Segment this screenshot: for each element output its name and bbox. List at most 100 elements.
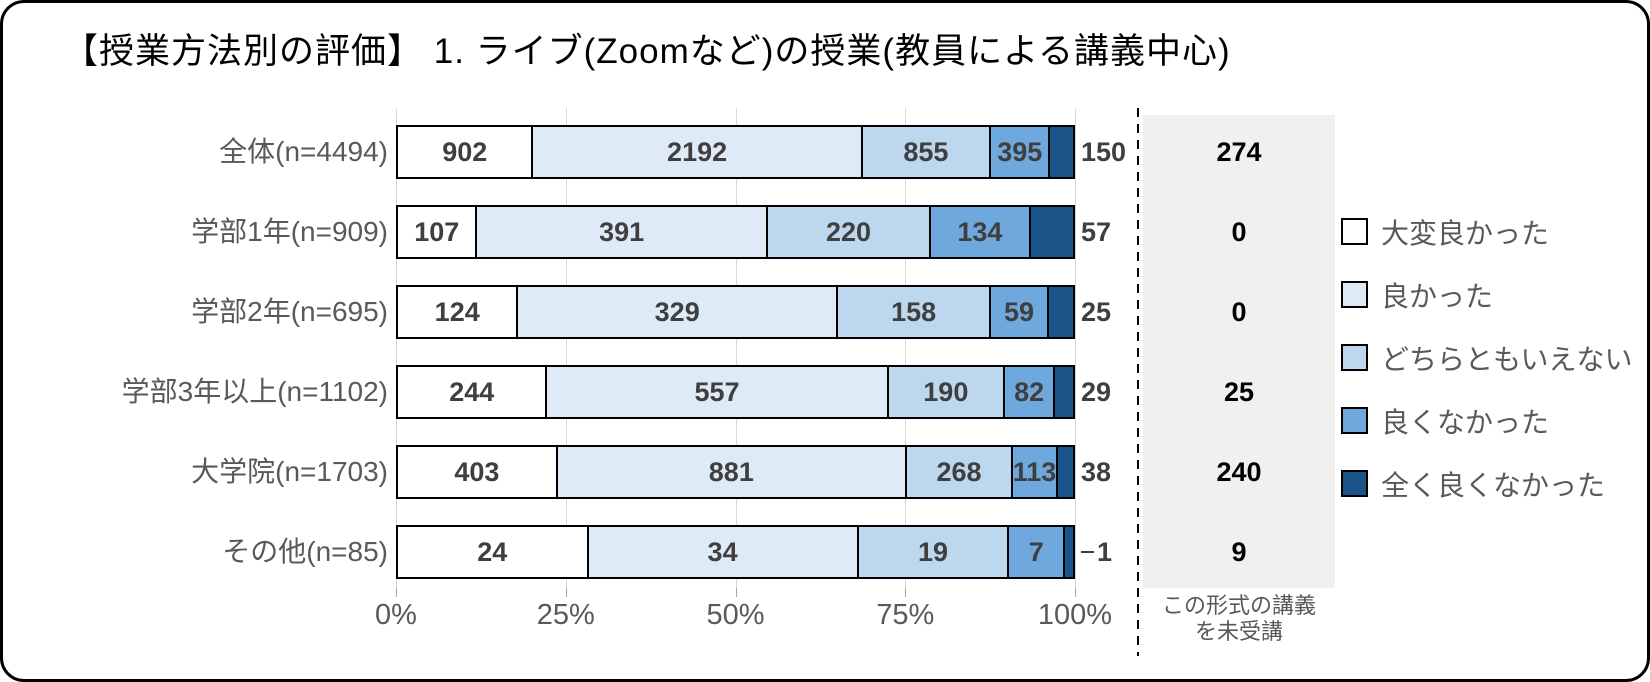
outside-value: 1 <box>1097 536 1113 567</box>
bar-segment: 220 <box>767 207 932 257</box>
segment-value-label: 557 <box>694 376 740 407</box>
not-attended-value: 25 <box>1223 377 1255 407</box>
segment-value-label: 881 <box>708 456 754 487</box>
bar-segment: 395 <box>991 127 1051 177</box>
segment-value-label-outside: 38 <box>1081 445 1111 499</box>
segment-value-label: 59 <box>1004 296 1035 327</box>
not-attended-value: 0 <box>1231 217 1247 247</box>
segment-value-label: 190 <box>923 376 969 407</box>
outside-value: 38 <box>1081 456 1112 487</box>
legend-swatch <box>1341 281 1368 308</box>
legend-item: 良くなかった <box>1341 389 1549 452</box>
gridline <box>735 108 737 588</box>
not-attended-value: 240 <box>1216 457 1262 487</box>
not-attended-caption-line2: を未受講 <box>1194 619 1283 644</box>
row-label: 学部1年(n=909) <box>191 216 388 247</box>
segment-value-label: 2192 <box>667 136 728 167</box>
bar-segment: 557 <box>547 367 889 417</box>
segment-value-label-outside: 25 <box>1081 285 1111 339</box>
bar-segment: 82 <box>1005 367 1056 417</box>
legend-item: 大変良かった <box>1341 200 1549 263</box>
segment-value-label: 107 <box>414 216 460 247</box>
bar-segment <box>1055 367 1073 417</box>
segment-value-label-outside: 29 <box>1081 365 1111 419</box>
bar-segment: 244 <box>398 367 548 417</box>
x-axis-tick <box>565 588 567 597</box>
segment-value-label-outside: 150 <box>1081 125 1126 179</box>
stacked-bar-chart: 全体(n=4494) 902 2192 855 395 150 274 学部1年(n=909)… <box>3 3 1647 679</box>
legend-item: 良かった <box>1341 263 1493 326</box>
leader-line <box>1081 551 1094 553</box>
row-label: 学部2年(n=695) <box>191 296 388 327</box>
legend-swatch <box>1341 344 1368 371</box>
legend-label: 全く良くなかった <box>1381 469 1606 501</box>
segment-value-label: 244 <box>449 376 495 407</box>
not-attended-value: 274 <box>1216 137 1262 167</box>
segment-value-label: 19 <box>917 536 949 567</box>
row-label: その他(n=85) <box>222 536 388 567</box>
bar-row: 403 881 268 113 <box>396 445 1075 499</box>
segment-value-label: 395 <box>997 136 1043 167</box>
not-attended-caption: この形式の講義 を未受講 <box>1139 593 1339 645</box>
x-axis-label: 50% <box>706 599 765 631</box>
bar-segment: 34 <box>588 527 859 577</box>
bar-segment: 403 <box>398 447 558 497</box>
not-attended-panel <box>1143 115 1335 588</box>
legend-swatch <box>1341 407 1368 434</box>
segment-value-label: 124 <box>434 296 480 327</box>
bar-segment: 124 <box>398 287 519 337</box>
x-axis-label: 0% <box>375 599 417 631</box>
not-attended-caption-line1: この形式の講義 <box>1161 593 1316 618</box>
legend-swatch <box>1341 470 1368 497</box>
bar-segment: 7 <box>1009 527 1066 577</box>
bar-segment <box>1057 447 1073 497</box>
bar-row: 24 34 19 7 <box>396 525 1075 579</box>
bar-segment: 902 <box>398 127 534 177</box>
bar-segment: 107 <box>398 207 478 257</box>
bar-segment <box>1050 127 1073 177</box>
divider-dashed-line <box>1137 108 1139 656</box>
bar-segment <box>1065 527 1073 577</box>
x-axis-tick <box>1075 588 1076 597</box>
legend-swatch <box>1341 218 1368 245</box>
segment-value-label: 391 <box>599 216 645 247</box>
legend-label: 良かった <box>1381 280 1494 312</box>
segment-value-label: 34 <box>707 536 738 567</box>
bar-segment <box>1048 287 1073 337</box>
segment-value-label: 134 <box>957 216 1003 247</box>
segment-value-label: 113 <box>1012 456 1057 487</box>
segment-value-label-outside: 57 <box>1081 205 1111 259</box>
bar-row: 902 2192 855 395 <box>396 125 1075 179</box>
bar-segment: 881 <box>557 447 907 497</box>
outside-value: 150 <box>1081 136 1127 167</box>
segment-value-label-outside: 1 <box>1081 525 1112 579</box>
segment-value-label: 7 <box>1028 536 1044 567</box>
bar-segment: 113 <box>1013 447 1058 497</box>
segment-value-label: 329 <box>654 296 700 327</box>
segment-value-label: 855 <box>903 136 949 167</box>
legend-label: 大変良かった <box>1381 217 1550 249</box>
segment-value-label: 82 <box>1014 376 1045 407</box>
bar-segment: 59 <box>991 287 1049 337</box>
legend-label: どちらともいえない <box>1381 343 1633 375</box>
row-label: 大学院(n=1703) <box>191 456 388 487</box>
row-label: 全体(n=4494) <box>219 136 388 167</box>
outside-value: 29 <box>1081 376 1112 407</box>
gridline <box>1075 108 1076 588</box>
bar-segment: 391 <box>477 207 768 257</box>
outside-value: 57 <box>1081 216 1112 247</box>
x-axis-label: 75% <box>876 599 935 631</box>
segment-value-label: 902 <box>442 136 488 167</box>
bar-row: 124 329 158 59 <box>396 285 1075 339</box>
bar-segment: 134 <box>931 207 1031 257</box>
bar-segment: 268 <box>906 447 1014 497</box>
gridline <box>905 108 907 588</box>
bar-segment: 190 <box>888 367 1005 417</box>
x-axis-tick <box>396 588 397 597</box>
gridline <box>565 108 567 588</box>
bar-segment: 329 <box>518 287 838 337</box>
legend-label: 良くなかった <box>1381 406 1550 438</box>
bar-segment: 19 <box>858 527 1010 577</box>
not-attended-value: 0 <box>1231 297 1247 327</box>
